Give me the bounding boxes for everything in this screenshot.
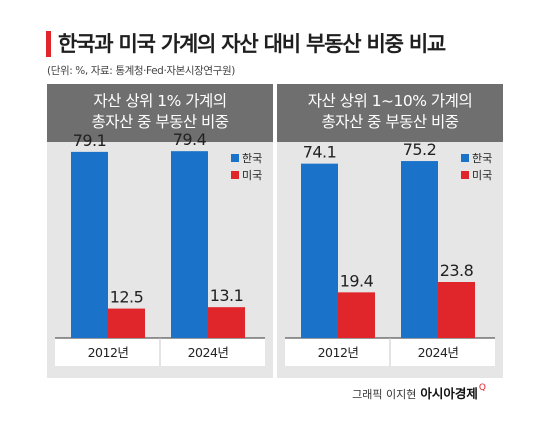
data-label-usa: 19.4 (340, 271, 374, 290)
panel-title-line2: 총자산 중 부동산 비중 (321, 113, 459, 131)
panel-header: 자산 상위 1% 가계의 총자산 중 부동산 비중 (47, 84, 273, 142)
legend-label-usa: 미국 (242, 169, 262, 182)
data-label-usa: 23.8 (440, 261, 474, 280)
data-label-korea: 79.1 (73, 131, 107, 150)
chart-title: 한국과 미국 가계의 자산 대비 부동산 비중 비교 (58, 32, 446, 56)
panel-top1-percent: 자산 상위 1% 가계의 총자산 중 부동산 비중 79.1 12.5 2012년 7… (47, 84, 273, 378)
legend-label-usa: 미국 (472, 169, 492, 182)
brand-logo-text: 아시아경제 (420, 386, 478, 401)
credit-text: 그래픽 이지현 (352, 388, 417, 401)
bar-usa-2024년 (438, 282, 475, 338)
bar-korea-2012년 (301, 163, 338, 338)
category-label: 2012년 (318, 345, 359, 360)
bar-usa-2024년 (208, 307, 245, 338)
panel-title-line2: 총자산 중 부동산 비중 (91, 113, 229, 131)
bar-usa-2012년 (108, 308, 145, 338)
panel-title-line1: 자산 상위 1% 가계의 (93, 92, 227, 110)
legend-swatch-korea (231, 154, 239, 162)
title-accent-bar (46, 31, 51, 57)
bar-korea-2012년 (71, 151, 108, 338)
legend-swatch-usa (231, 171, 239, 179)
panel-title-line1: 자산 상위 1~10% 가계의 (307, 92, 473, 110)
data-label-usa: 12.5 (110, 288, 144, 307)
bar-korea-2024년 (401, 161, 438, 338)
data-label-korea: 74.1 (303, 143, 337, 162)
panel-top1-10-percent: 자산 상위 1~10% 가계의 총자산 중 부동산 비중 74.1 19.4 201… (277, 84, 503, 378)
credit-line: 그래픽 이지현 아시아경제Q (352, 383, 486, 402)
panel-header: 자산 상위 1~10% 가계의 총자산 중 부동산 비중 (277, 84, 503, 142)
legend-label-korea: 한국 (472, 152, 492, 165)
category-label: 2024년 (188, 345, 229, 360)
legend-swatch-usa (461, 171, 469, 179)
legend-label-korea: 한국 (242, 152, 262, 165)
data-label-usa: 13.1 (210, 286, 244, 305)
legend-swatch-korea (461, 154, 469, 162)
data-label-korea: 79.4 (173, 130, 207, 149)
category-label: 2012년 (88, 345, 129, 360)
source-note: (단위: %, 자료: 통계청·Fed·자본시장연구원) (47, 65, 235, 77)
category-label: 2024년 (418, 345, 459, 360)
bar-korea-2024년 (171, 151, 208, 338)
bar-usa-2012년 (338, 292, 375, 338)
brand-mark-icon: Q (478, 383, 486, 393)
data-label-korea: 75.2 (403, 140, 437, 159)
